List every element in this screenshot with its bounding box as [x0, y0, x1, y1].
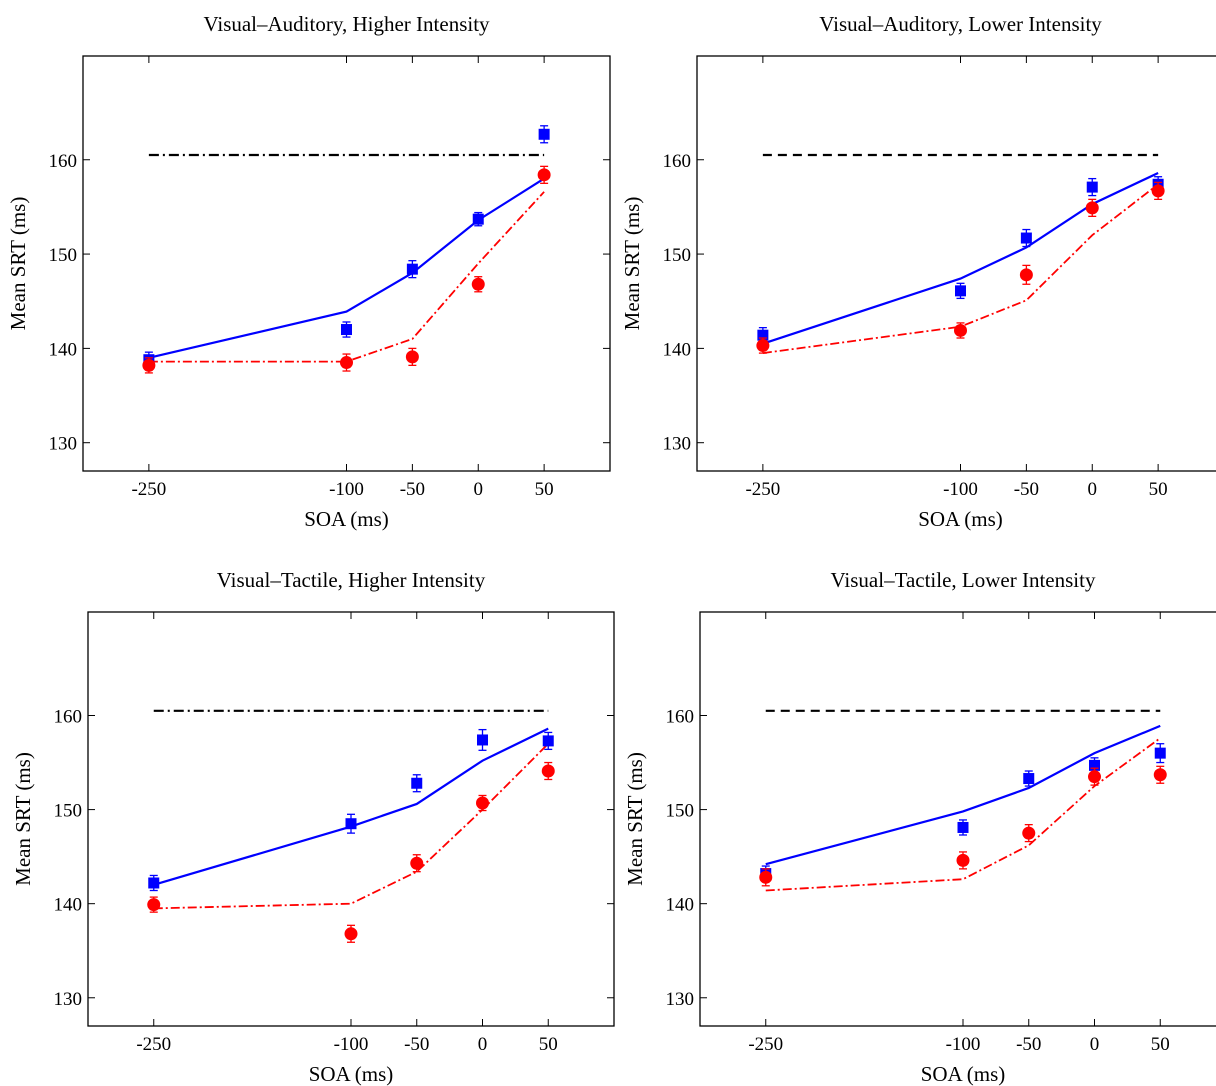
circle-marker [142, 358, 156, 372]
x-tick-label: -100 [334, 1034, 369, 1055]
circle-marker [1088, 770, 1101, 784]
square-marker [477, 734, 488, 746]
y-tick-label: 160 [49, 151, 78, 172]
x-axis-label: SOA (ms) [309, 1062, 394, 1086]
circle-marker [1151, 184, 1165, 198]
x-tick-label: -50 [400, 479, 425, 500]
circle-marker [1022, 826, 1036, 840]
chart-title: Visual–Auditory, Lower Intensity [819, 12, 1102, 36]
y-axis-label: Mean SRT (ms) [6, 197, 30, 331]
x-tick-label: 0 [1090, 1034, 1100, 1055]
dashdot-line-series [148, 191, 545, 363]
x-tick-label: -100 [943, 479, 978, 500]
y-tick-label: 140 [666, 895, 695, 916]
circle-marker [344, 927, 358, 941]
square-marker [1023, 773, 1035, 785]
y-tick-label: 130 [49, 434, 78, 455]
y-tick-label: 160 [666, 707, 695, 728]
square-marker [957, 821, 969, 833]
chart-panel-3: Visual–Tactile, Higher Intensity -250 -100… [11, 568, 615, 1086]
circle-marker [1153, 768, 1167, 782]
x-tick-label: -250 [748, 1034, 783, 1055]
solid-line-series [153, 727, 549, 886]
circle-marker [1085, 201, 1099, 215]
x-tick-label: -250 [745, 479, 780, 500]
square-marker [406, 263, 418, 275]
circle-marker [405, 350, 419, 364]
y-tick-label: 150 [666, 801, 695, 822]
y-tick-label: 150 [49, 245, 78, 266]
chart-panel-2: Visual–Auditory, Lower Intensity -250 -100… [620, 12, 1216, 531]
square-marker [472, 213, 484, 225]
x-tick-label: 50 [539, 1034, 558, 1055]
x-tick-label: -50 [1016, 1034, 1041, 1055]
square-marker [538, 128, 550, 140]
chart-panel-1: Visual–Auditory, Higher Intensity -250 -10… [6, 12, 611, 531]
x-axis-label: SOA (ms) [918, 507, 1003, 531]
x-tick-label: -50 [1014, 479, 1039, 500]
y-axis-label: Mean SRT (ms) [620, 197, 644, 331]
dashdot-line-series [765, 737, 1161, 892]
x-tick-label: -250 [136, 1034, 171, 1055]
circle-marker [954, 323, 967, 337]
y-axis-label: Mean SRT (ms) [623, 752, 647, 886]
chart-panel-4: Visual–Tactile, Lower Intensity -250 -100 -… [623, 568, 1216, 1086]
solid-line-series [765, 724, 1161, 866]
square-marker [411, 777, 423, 789]
x-tick-label: 0 [478, 1034, 488, 1055]
dashdot-line-series [153, 743, 549, 910]
chart-title: Visual–Tactile, Higher Intensity [217, 568, 486, 592]
x-axis-label: SOA (ms) [304, 507, 389, 531]
y-tick-label: 150 [54, 801, 83, 822]
y-tick-label: 130 [666, 989, 695, 1010]
square-marker [341, 324, 352, 336]
x-tick-label: 50 [535, 479, 554, 500]
y-tick-label: 140 [54, 895, 83, 916]
square-marker [1154, 747, 1166, 759]
square-marker [757, 329, 769, 341]
y-axis-label: Mean SRT (ms) [11, 752, 35, 886]
y-tick-label: 140 [663, 339, 692, 360]
circle-marker [410, 856, 424, 870]
square-marker [542, 735, 554, 747]
x-tick-label: -50 [404, 1034, 429, 1055]
circle-marker [956, 853, 970, 867]
circle-marker [537, 168, 551, 182]
square-marker [345, 818, 357, 830]
circle-marker [340, 356, 353, 370]
y-tick-label: 150 [663, 245, 692, 266]
y-tick-label: 130 [663, 434, 692, 455]
circle-marker [756, 339, 770, 353]
circle-marker [471, 277, 485, 291]
circle-marker [147, 898, 161, 912]
square-marker [1086, 181, 1098, 193]
circle-marker [1019, 268, 1033, 282]
dashdot-line-series [762, 183, 1159, 354]
y-tick-label: 160 [54, 707, 83, 728]
x-tick-label: -100 [946, 1034, 981, 1055]
y-tick-label: 160 [663, 151, 692, 172]
circle-marker [541, 764, 555, 778]
square-marker [1089, 759, 1100, 771]
circle-marker [759, 870, 773, 884]
x-axis-label: SOA (ms) [921, 1062, 1006, 1086]
y-tick-label: 140 [49, 339, 78, 360]
x-tick-label: 0 [1088, 479, 1098, 500]
x-tick-label: 50 [1149, 479, 1168, 500]
circle-marker [476, 796, 489, 810]
x-tick-label: 0 [474, 479, 484, 500]
square-marker [955, 285, 966, 297]
chart-title: Visual–Tactile, Lower Intensity [831, 568, 1096, 592]
x-tick-label: -100 [329, 479, 364, 500]
solid-line-series [762, 171, 1159, 345]
x-tick-label: -250 [131, 479, 166, 500]
chart-title: Visual–Auditory, Higher Intensity [203, 12, 490, 36]
square-marker [1020, 232, 1032, 244]
square-marker [148, 877, 160, 889]
x-tick-label: 50 [1151, 1034, 1170, 1055]
y-tick-label: 130 [54, 989, 83, 1010]
